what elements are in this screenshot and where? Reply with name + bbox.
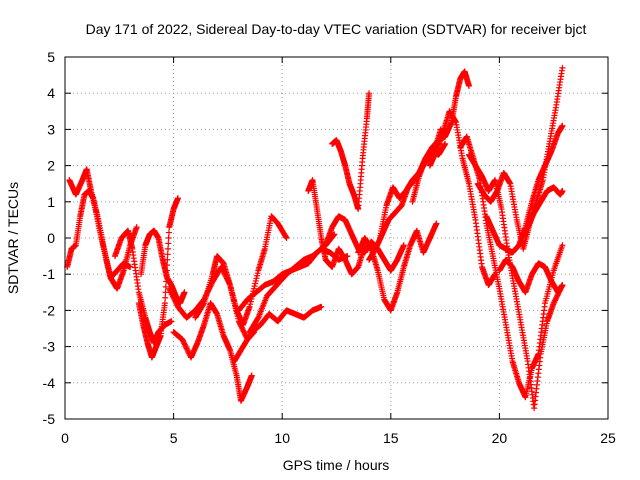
data-point <box>248 372 255 379</box>
y-tick-label: 0 <box>47 230 55 246</box>
x-tick-label: 5 <box>170 430 178 446</box>
data-point <box>400 242 407 249</box>
series-track-x <box>496 256 566 296</box>
y-tick-label: -1 <box>43 266 56 282</box>
x-tick-label: 20 <box>492 430 508 446</box>
series-track-y <box>518 184 566 241</box>
data-point <box>366 90 373 97</box>
y-tick-label: 2 <box>47 158 55 174</box>
y-axis-label: SDTVAR / TECUs <box>5 182 21 294</box>
series-track-b <box>66 166 140 292</box>
y-tick-label: -5 <box>43 411 56 427</box>
data-point <box>465 82 472 89</box>
y-axis-tick-labels: -5 -4 -3 -2 -1 0 1 2 3 4 5 <box>43 49 56 427</box>
data-point <box>133 224 140 231</box>
chart-title: Day 171 of 2022, Sidereal Day-to-day VTE… <box>86 21 587 37</box>
data-point <box>200 301 207 308</box>
data-point <box>161 300 168 307</box>
data-point <box>165 240 172 247</box>
data-point <box>162 294 169 301</box>
y-tick-label: -4 <box>43 375 56 391</box>
data-point <box>164 251 171 258</box>
data-marks <box>64 64 566 412</box>
data-point <box>165 229 172 236</box>
data-point <box>318 303 325 310</box>
data-point <box>162 289 169 296</box>
series-track-w <box>483 122 566 256</box>
series-track-h <box>192 213 290 328</box>
data-point <box>559 122 566 129</box>
data-point <box>283 235 290 241</box>
series-track-g <box>170 300 255 404</box>
x-axis-tick-labels: 0 5 10 15 20 25 <box>61 430 616 446</box>
y-tick-label: 4 <box>47 85 55 101</box>
y-tick-label: -2 <box>43 302 56 318</box>
series-track-p <box>355 220 440 314</box>
series-track-s <box>426 108 499 289</box>
series-track-d <box>111 227 175 346</box>
data-point <box>559 242 566 249</box>
x-tick-label: 10 <box>274 430 290 446</box>
series-track-n <box>329 90 373 213</box>
data-point <box>433 220 440 227</box>
axis-ticks <box>64 56 609 420</box>
data-point <box>181 289 188 296</box>
y-tick-label: 3 <box>47 121 55 137</box>
x-axis-label: GPS time / hours <box>283 457 390 473</box>
series-track-l <box>305 177 368 278</box>
data-point <box>174 195 181 202</box>
data-point <box>162 283 169 290</box>
data-point <box>165 235 172 241</box>
data-point <box>282 233 289 240</box>
data-point <box>559 282 566 289</box>
y-tick-label: 1 <box>47 194 55 210</box>
x-tick-label: 25 <box>600 430 616 446</box>
data-point <box>559 64 566 71</box>
x-tick-label: 0 <box>61 430 69 446</box>
data-point <box>442 140 449 147</box>
y-tick-label: -3 <box>43 339 56 355</box>
data-point <box>165 245 172 252</box>
y-tick-label: 5 <box>47 49 55 65</box>
x-tick-label: 15 <box>383 430 399 446</box>
data-point <box>168 318 175 325</box>
series-track-e <box>138 227 188 307</box>
data-point <box>559 187 566 194</box>
